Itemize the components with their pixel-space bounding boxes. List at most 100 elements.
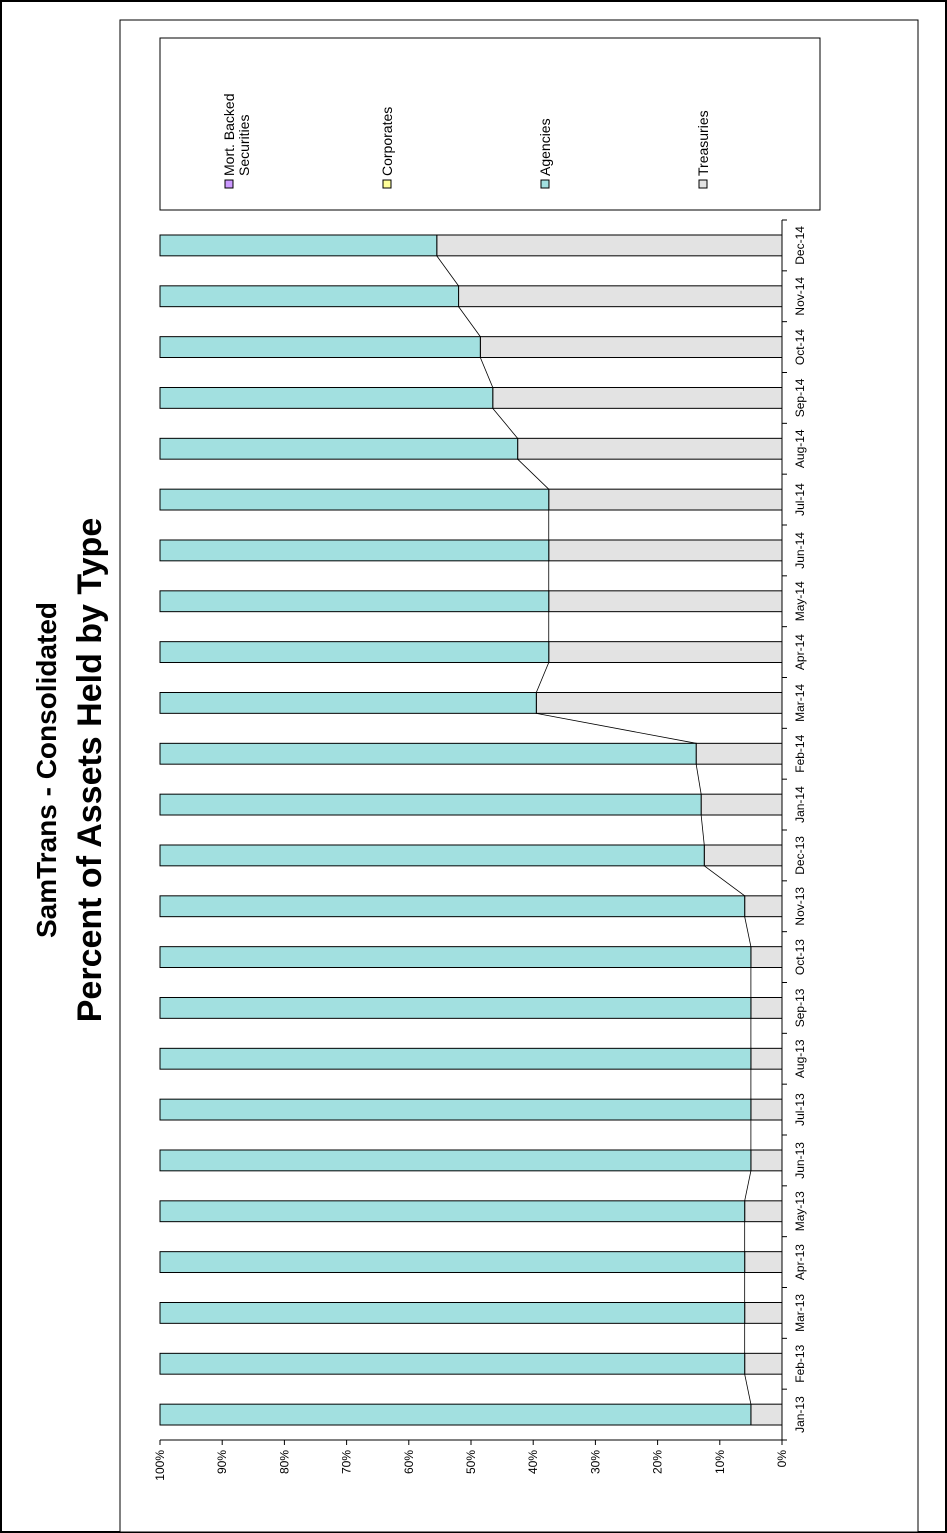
- series-line: [744, 916, 752, 947]
- bar-treasuries: [750, 1047, 783, 1070]
- legend: Mort. Backed Securities Corporates Agencies…: [159, 37, 821, 211]
- bar-agencies: [159, 336, 481, 359]
- bar-treasuries: [750, 1403, 783, 1426]
- bar-treasuries: [744, 895, 783, 918]
- value-tick-label: 100%: [153, 1450, 167, 1481]
- category-tick-label: Feb-14: [793, 734, 807, 772]
- bar-treasuries: [744, 1301, 783, 1324]
- value-tick-label: 50%: [464, 1450, 478, 1474]
- category-tick-label: Sep-13: [793, 988, 807, 1027]
- legend-swatch: [698, 179, 708, 189]
- value-tick-label: 10%: [713, 1450, 727, 1474]
- bar-treasuries: [750, 946, 783, 969]
- legend-label: Securities: [236, 115, 252, 176]
- bar-agencies: [159, 1098, 752, 1121]
- category-tick-label: Apr-13: [793, 1244, 807, 1280]
- legend-label: Corporates: [379, 107, 395, 176]
- chart-title: SamTrans - Consolidated: [31, 602, 62, 938]
- category-tick-label: Jul-13: [793, 1093, 807, 1126]
- category-tick-label: Jul-14: [793, 483, 807, 516]
- category-tick-label: Jun-13: [793, 1142, 807, 1179]
- series-line: [479, 357, 494, 388]
- series-line: [704, 865, 745, 897]
- category-tick-label: Mar-13: [793, 1294, 807, 1332]
- bar-treasuries: [703, 844, 783, 867]
- bar-treasuries: [750, 1149, 783, 1172]
- chart-frame: [119, 19, 919, 1533]
- bar-agencies: [159, 844, 705, 867]
- bar-treasuries: [750, 1098, 783, 1121]
- bar-agencies: [159, 1200, 746, 1223]
- bar-treasuries: [535, 691, 783, 714]
- legend-box: [159, 37, 821, 211]
- value-tick-label: 20%: [651, 1450, 665, 1474]
- bar-treasuries: [744, 1352, 783, 1375]
- value-tick-label: 30%: [588, 1450, 602, 1474]
- bar-treasuries: [744, 1251, 783, 1274]
- bar-treasuries: [517, 437, 783, 460]
- series-line: [535, 662, 550, 693]
- category-tick-label: May-13: [793, 1191, 807, 1231]
- bar-agencies: [159, 742, 697, 765]
- series-line: [700, 814, 705, 846]
- category-tick-label: Jun-14: [793, 532, 807, 569]
- category-tick-label: Aug-14: [793, 429, 807, 468]
- bar-agencies: [159, 386, 494, 409]
- series-line: [744, 1374, 752, 1405]
- bar-treasuries: [436, 234, 783, 257]
- bar-treasuries: [548, 641, 783, 664]
- bar-agencies: [159, 1403, 752, 1426]
- value-tick-label: 90%: [215, 1450, 229, 1474]
- series-line: [436, 255, 459, 287]
- bar-agencies: [159, 1352, 746, 1375]
- bar-agencies: [159, 641, 550, 664]
- category-tick-label: Mar-14: [793, 684, 807, 722]
- value-tick-label: 40%: [526, 1450, 540, 1474]
- bar-treasuries: [700, 793, 783, 816]
- bar-agencies: [159, 539, 550, 562]
- bar-treasuries: [492, 386, 783, 409]
- bar-treasuries: [695, 742, 783, 765]
- legend-swatch: [382, 179, 392, 189]
- chart-subtitle: Percent of Assets Held by Type: [71, 518, 109, 1023]
- value-tick-label: 80%: [277, 1450, 291, 1474]
- legend-label: Agencies: [537, 118, 553, 176]
- category-tick-label: Apr-14: [793, 634, 807, 670]
- bar-treasuries: [548, 590, 783, 613]
- bar-agencies: [159, 1301, 746, 1324]
- bar-agencies: [159, 1149, 752, 1172]
- legend-swatch: [224, 179, 234, 189]
- category-tick-label: Dec-13: [793, 836, 807, 875]
- series-line: [695, 764, 702, 795]
- value-tick-label: 0%: [775, 1450, 789, 1468]
- category-tick-label: Nov-14: [793, 277, 807, 316]
- category-tick-label: Aug-13: [793, 1039, 807, 1078]
- bar-treasuries: [548, 488, 783, 511]
- legend-swatch: [540, 179, 550, 189]
- bar-treasuries: [750, 996, 783, 1019]
- series-line: [536, 712, 697, 744]
- category-tick-label: Nov-13: [793, 887, 807, 926]
- bar-agencies: [159, 1047, 752, 1070]
- bar-agencies: [159, 691, 537, 714]
- category-tick-label: Jan-13: [793, 1396, 807, 1433]
- bar-agencies: [159, 793, 702, 816]
- bar-agencies: [159, 946, 752, 969]
- bar-treasuries: [479, 336, 783, 359]
- series-line: [492, 408, 518, 439]
- bar-agencies: [159, 234, 438, 257]
- series-line: [517, 458, 550, 490]
- category-tick-label: May-14: [793, 581, 807, 621]
- bar-agencies: [159, 437, 519, 460]
- bar-treasuries: [744, 1200, 783, 1223]
- bar-treasuries: [458, 285, 783, 308]
- bar-agencies: [159, 1251, 746, 1274]
- bar-treasuries: [548, 539, 783, 562]
- bar-agencies: [159, 895, 746, 918]
- bar-agencies: [159, 285, 460, 308]
- value-tick-label: 70%: [340, 1450, 354, 1474]
- category-tick-label: Feb-13: [793, 1344, 807, 1382]
- bar-agencies: [159, 488, 550, 511]
- category-tick-label: Dec-14: [793, 226, 807, 265]
